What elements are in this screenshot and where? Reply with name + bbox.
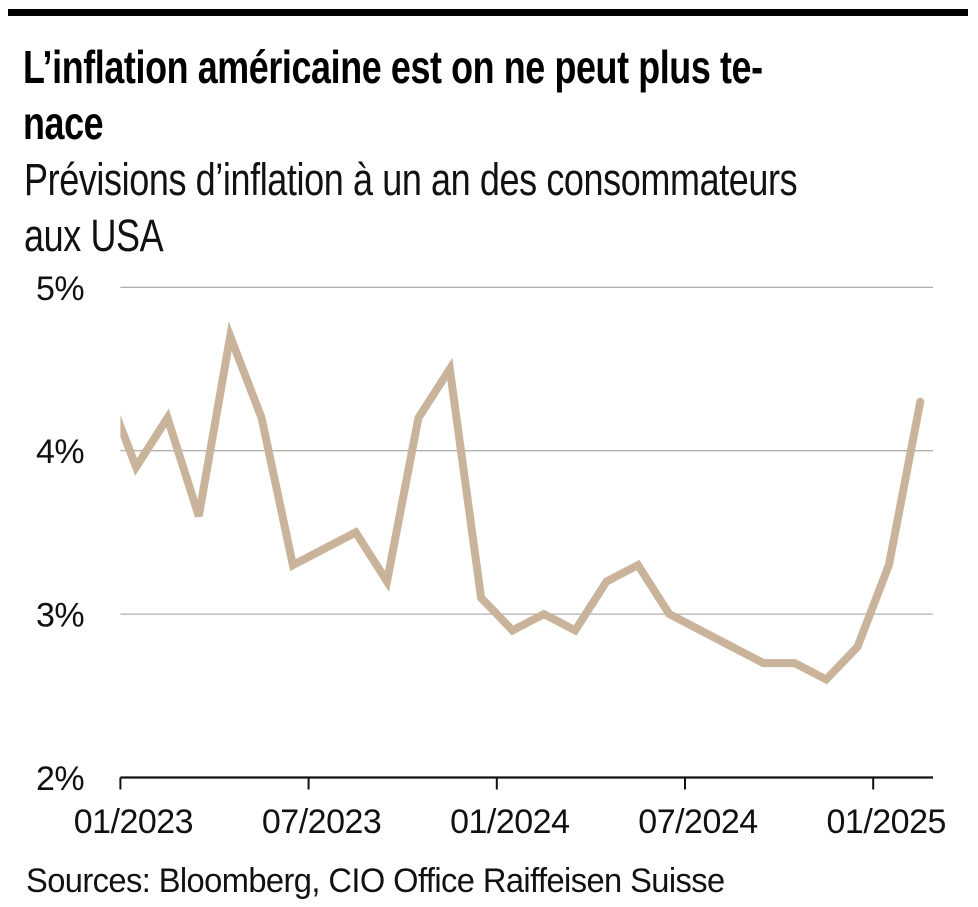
x-tick-label: 01/2023 xyxy=(74,803,193,841)
inflation-expectations-line xyxy=(120,321,925,685)
top-rule-bar xyxy=(8,9,968,16)
chart-title-line1: L’inflation américaine est on ne peut pl… xyxy=(23,41,763,93)
x-tick-label: 01/2025 xyxy=(827,803,946,841)
x-tick-label: 01/2024 xyxy=(450,803,569,841)
chart-subtitle: Prévisions d’inflation à un an des conso… xyxy=(24,152,798,264)
chart-title: L’inflation américaine est on ne peut pl… xyxy=(23,39,763,151)
gridlines-layer xyxy=(120,286,933,615)
series-layer xyxy=(120,321,925,685)
y-tick-label: 4% xyxy=(36,433,84,471)
source-caption: Sources: Bloomberg, CIO Office Raiffeise… xyxy=(26,862,725,900)
y-tick-label: 3% xyxy=(36,597,84,635)
chart-subtitle-line1: Prévisions d’inflation à un an des conso… xyxy=(24,154,798,205)
x-tick-label: 07/2024 xyxy=(638,803,757,841)
axis-labels-layer: 5% 4% 3% 2% 01/2023 07/2023 01/2024 07/2024 01/2… xyxy=(36,270,946,841)
y-tick-label: 2% xyxy=(36,760,84,798)
chart-title-line2: nace xyxy=(23,97,104,149)
chart-subtitle-line2: aux USA xyxy=(24,210,164,261)
x-tick-label: 07/2023 xyxy=(262,803,381,841)
y-tick-label: 5% xyxy=(36,270,84,308)
axis-layer xyxy=(119,776,933,790)
